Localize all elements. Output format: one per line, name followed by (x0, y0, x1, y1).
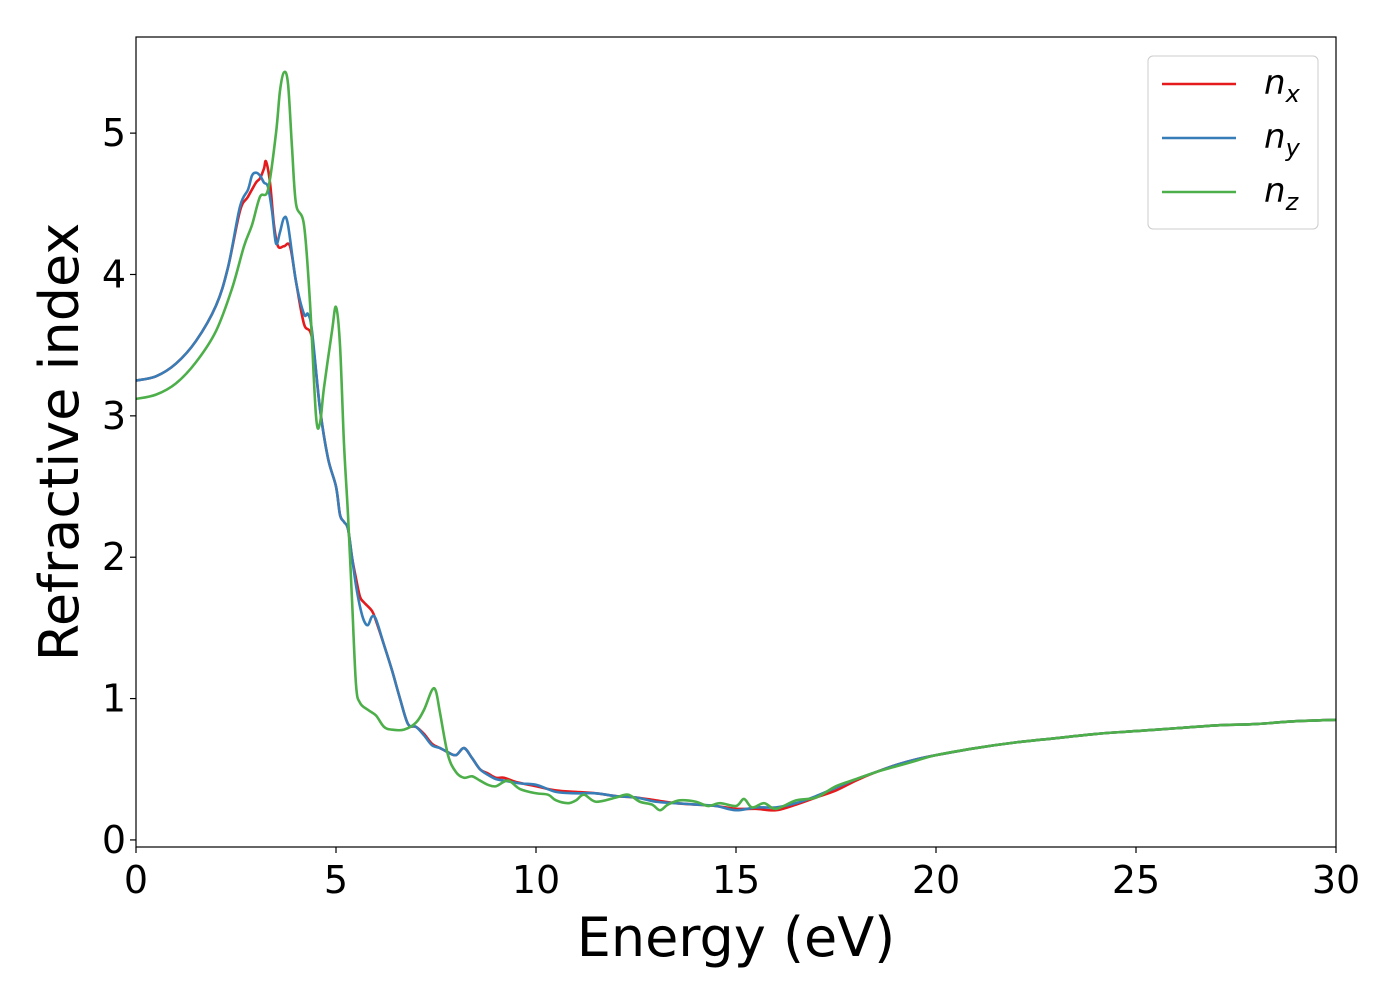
legend-box (1147, 55, 1319, 230)
y-tick-label: 2 (102, 535, 126, 579)
legend-items: nx ny nz (1162, 63, 1301, 216)
legend-label-z: nz (1264, 171, 1300, 216)
x-tick-label: 5 (324, 858, 348, 902)
series-line-y (136, 171, 1336, 812)
x-tick-label: 15 (712, 858, 760, 902)
y-tick-label: 3 (102, 394, 126, 438)
x-tick-label: 25 (1112, 858, 1160, 902)
legend-label-y: ny (1264, 117, 1301, 162)
x-tick-label: 20 (912, 858, 960, 902)
legend: nx ny nz (1147, 55, 1319, 230)
ticks-layer: 0 5 10 15 20 25 30 0 1 2 3 4 5 (102, 111, 1360, 902)
x-tick-label: 30 (1312, 858, 1360, 902)
series-line-z (136, 70, 1336, 812)
y-tick-label: 0 (102, 818, 126, 862)
x-tick-label: 0 (124, 858, 148, 902)
y-tick-label: 4 (102, 252, 126, 296)
x-tick-label: 10 (512, 858, 560, 902)
y-axis-title: Refractive index (28, 223, 91, 662)
series-layer (136, 70, 1336, 812)
x-axis-title: Energy (eV) (577, 906, 896, 969)
series-line-x (136, 159, 1336, 812)
y-tick-label: 1 (102, 677, 126, 721)
legend-label-x: nx (1264, 63, 1301, 108)
y-tick-label: 5 (102, 111, 126, 155)
